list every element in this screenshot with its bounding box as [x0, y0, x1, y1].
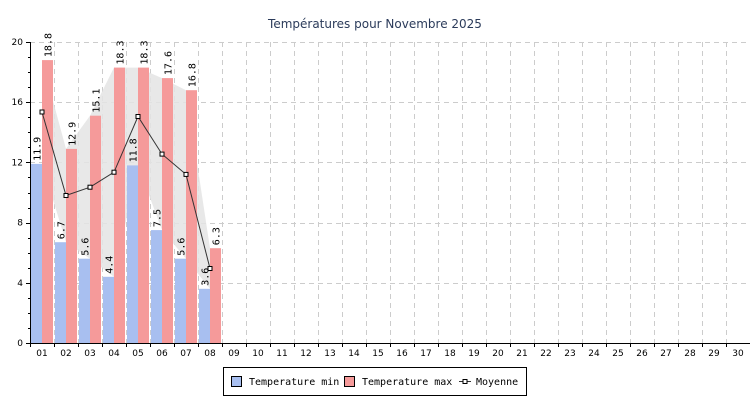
chart-title: Températures pour Novembre 2025	[267, 17, 482, 31]
legend: Temperature min Temperature max Moyenne	[223, 367, 527, 396]
x-tick-label: 11	[276, 349, 287, 359]
x-tick-label: 21	[516, 349, 527, 359]
x-tick-label: 25	[612, 349, 623, 359]
x-tick-label: 24	[588, 349, 600, 359]
average-point	[159, 151, 165, 157]
x-tick-label: 13	[324, 349, 335, 359]
bar-temperature-min	[31, 163, 42, 343]
x-tick-label: 01	[36, 349, 47, 359]
legend-label-avg: Moyenne	[476, 377, 518, 388]
average-point	[63, 193, 69, 198]
bar-temperature-max	[186, 90, 197, 343]
x-tick-label: 20	[492, 349, 504, 359]
bar-temperature-max	[42, 60, 53, 343]
legend-label-min: Temperature min	[249, 377, 339, 388]
y-tick-label: 16	[12, 98, 24, 108]
bar-temperature-max	[138, 67, 149, 343]
y-tick-label: 12	[12, 158, 23, 168]
x-tick-label: 08	[204, 349, 216, 359]
x-tick-label: 18	[444, 349, 456, 359]
legend-label-max: Temperature max	[362, 377, 452, 388]
bar-temperature-min	[127, 165, 138, 343]
bar-temperature-min	[175, 258, 186, 343]
bar-temperature-max	[162, 78, 173, 343]
y-tick-label: 8	[17, 219, 23, 229]
data-label-min: 4.4	[105, 256, 116, 274]
average-point	[207, 266, 213, 271]
bar-temperature-max	[114, 67, 125, 343]
x-tick-label: 15	[372, 349, 383, 359]
data-label-max: 12.9	[68, 122, 79, 146]
x-tick-label: 07	[180, 349, 191, 359]
data-label-min: 11.8	[129, 138, 140, 162]
bar-temperature-max	[66, 148, 77, 343]
average-point	[39, 109, 45, 115]
data-label-min: 5.6	[177, 238, 188, 256]
data-label-max: 17.6	[164, 51, 175, 75]
data-label-min: 7.5	[153, 209, 164, 227]
x-tick-label: 27	[660, 349, 671, 359]
average-line	[41, 111, 211, 269]
data-label-max: 18.3	[140, 41, 151, 65]
y-tick-label: 0	[17, 339, 23, 349]
average-point	[111, 169, 117, 175]
x-tick-label: 12	[300, 349, 311, 359]
bar-layer	[31, 60, 221, 343]
x-tick-label: 10	[252, 349, 264, 359]
data-label-min: 11.9	[33, 137, 44, 161]
average-point	[135, 114, 141, 119]
bar-temperature-min	[199, 288, 210, 343]
data-label-min: 3.6	[201, 268, 212, 286]
data-label-max: 15.1	[92, 89, 103, 113]
bar-temperature-min	[55, 242, 66, 343]
bar-temperature-min	[151, 230, 162, 343]
data-label-max: 18.8	[44, 33, 55, 57]
legend-swatch-min	[231, 376, 242, 387]
data-label-layer: 11.9 18.8 6.7 12.9 5.6 15.1 4.4 18.3 11.8 18.3 7.5…	[33, 33, 223, 286]
bar-temperature-min	[79, 258, 90, 343]
data-label-max: 16.8	[188, 63, 199, 87]
legend-marker-avg	[462, 379, 468, 384]
legend-swatch-max	[344, 376, 355, 387]
average-line-layer	[39, 109, 213, 271]
bar-temperature-min	[103, 276, 114, 343]
x-tick-label: 02	[60, 349, 71, 359]
data-label-min: 6.7	[57, 221, 68, 239]
x-tick-label: 23	[564, 349, 575, 359]
x-tick-label: 16	[396, 349, 408, 359]
x-tick-label: 06	[156, 349, 168, 359]
x-tick-label: 28	[684, 349, 696, 359]
x-tick-label: 19	[468, 349, 480, 359]
x-tick-label: 17	[420, 349, 431, 359]
x-tick-label: 03	[84, 349, 95, 359]
bar-temperature-max	[210, 248, 221, 343]
data-label-max: 6.3	[212, 227, 223, 245]
average-point	[183, 171, 189, 177]
data-label-max: 18.3	[116, 41, 127, 65]
legend-box	[223, 367, 527, 396]
bar-temperature-max	[90, 115, 101, 343]
x-tick-label: 26	[636, 349, 648, 359]
x-tick-label: 05	[132, 349, 143, 359]
x-tick-label: 14	[348, 349, 360, 359]
average-point	[87, 184, 93, 190]
x-tick-label: 22	[540, 349, 551, 359]
x-tick-label: 04	[108, 349, 120, 359]
y-tick-label: 4	[17, 279, 23, 289]
x-tick-label: 29	[708, 349, 720, 359]
x-tick-label: 30	[732, 349, 744, 359]
y-tick-label: 20	[12, 38, 24, 48]
data-label-min: 5.6	[81, 238, 92, 256]
x-tick-label: 09	[228, 349, 240, 359]
